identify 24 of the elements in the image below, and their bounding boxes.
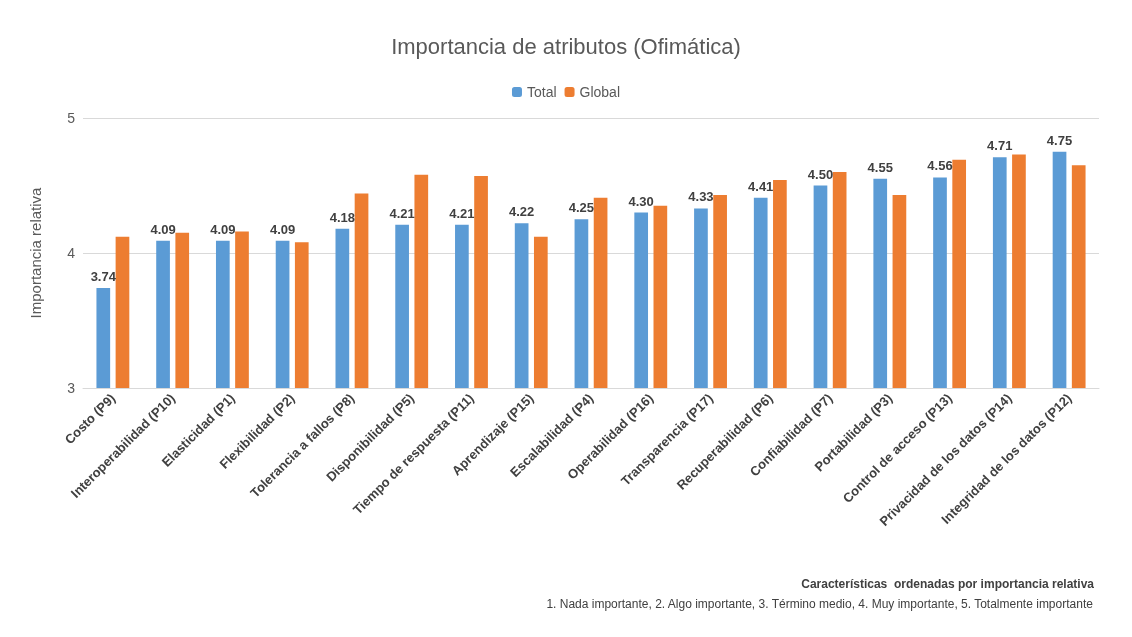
text: Características ordenadas por importancia relativa	[801, 577, 1095, 591]
data-label: 4.09	[150, 221, 176, 237]
data-label: 4.09	[269, 221, 296, 237]
data-label: 4.21	[449, 205, 475, 221]
data-label: 4.33	[688, 189, 714, 205]
text: 1. Nada importante, 2. Algo importante, 3. Término medio, 4. Muy importante, 5. Totalmente importante	[546, 597, 1094, 611]
data-label: 4.09	[210, 221, 236, 237]
data-label: 4.25	[568, 200, 595, 216]
data-label: 4.41	[748, 178, 774, 194]
chart-title: Importancia de atributos (Ofimática)	[391, 33, 741, 59]
data-label: 3.74	[90, 269, 117, 285]
y-tick-label: 3	[67, 380, 76, 396]
legend-label: Total	[526, 84, 557, 100]
data-label: 4.30	[628, 193, 654, 209]
data-label: 4.18	[329, 209, 356, 225]
y-tick-label: 4	[67, 245, 76, 261]
data-label: 4.50	[807, 166, 834, 182]
y-tick-label: 5	[67, 110, 76, 126]
data-label: 4.22	[508, 204, 535, 220]
data-label: 4.75	[1046, 132, 1073, 148]
data-label: 4.55	[867, 159, 893, 175]
data-label: 4.71	[987, 138, 1013, 154]
y-axis-title: Importancia relativa	[27, 186, 44, 319]
legend-label: Global	[579, 84, 621, 100]
